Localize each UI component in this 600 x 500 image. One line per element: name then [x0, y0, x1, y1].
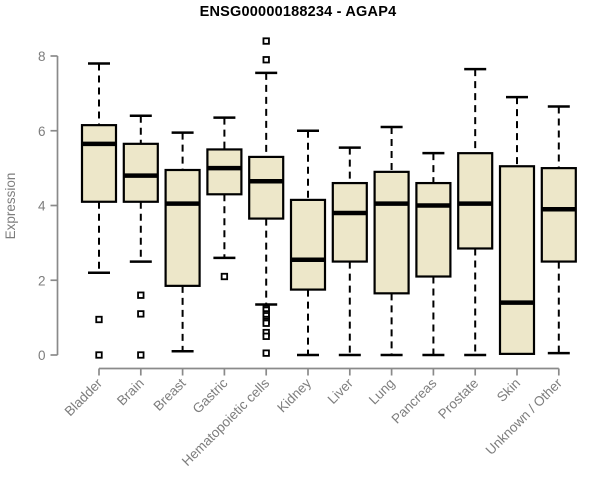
y-tick-label: 6: [38, 124, 46, 139]
outlier-point: [95, 315, 103, 324]
box-lung: [373, 125, 410, 357]
outlier-point: [137, 310, 145, 318]
iqr-box: [122, 142, 159, 203]
iqr-box: [498, 165, 536, 355]
y-tick-label: 2: [38, 273, 46, 288]
y-tick-label: 0: [38, 348, 46, 363]
x-tick-label-prostate: Prostate: [435, 376, 481, 422]
outlier-point: [137, 351, 145, 359]
box-pancreas: [415, 151, 452, 357]
iqr-box: [248, 155, 285, 220]
iqr-box: [415, 181, 452, 278]
outlier-point: [262, 56, 270, 64]
y-axis-title: Expression: [3, 173, 18, 240]
x-tick-label-skin: Skin: [494, 376, 523, 405]
x-tick-label-liver: Liver: [325, 375, 357, 407]
iqr-box: [373, 170, 410, 295]
x-tick-label-lung: Lung: [366, 376, 398, 408]
iqr-box: [457, 152, 494, 250]
x-tick-label-gastric: Gastric: [190, 375, 231, 416]
outlier-point: [262, 332, 270, 340]
y-tick-label: 4: [38, 199, 46, 214]
box-prostate: [457, 67, 494, 357]
y-axis: 0 2 4 6 8 Expression: [3, 49, 59, 363]
x-tick-label-kidney: Kidney: [274, 375, 314, 415]
x-tick-label-brain: Brain: [114, 376, 147, 409]
chart-title: ENSG00000188234 - AGAP4: [199, 4, 397, 20]
x-tick-label-breast: Breast: [151, 375, 189, 413]
box-skin: [498, 95, 536, 355]
iqr-box: [331, 181, 368, 263]
box-bladder: [80, 62, 118, 359]
box-breast: [164, 131, 201, 353]
outlier-point: [262, 349, 270, 357]
iqr-box: [206, 148, 243, 196]
x-tick-label-pancreas: Pancreas: [389, 375, 440, 426]
x-tick-label-bladder: Bladder: [62, 375, 106, 419]
iqr-box: [164, 168, 201, 287]
x-tick-label-unknown-other: Unknown / Other: [483, 375, 566, 458]
box-liver: [331, 146, 368, 357]
box-gastric: [206, 116, 243, 281]
outlier-point: [220, 272, 229, 281]
outlier-point: [137, 291, 145, 299]
outlier-point: [95, 351, 103, 359]
outlier-point: [262, 319, 270, 327]
box-unknown-other: [540, 105, 577, 355]
box-hematopoietic-cells: [248, 37, 285, 357]
box-brain: [122, 114, 159, 359]
iqr-box: [80, 124, 118, 203]
outlier-point: [262, 37, 270, 45]
box-kidney: [289, 129, 327, 357]
iqr-box: [289, 198, 327, 291]
y-tick-label: 8: [38, 49, 46, 64]
iqr-box: [540, 167, 577, 263]
